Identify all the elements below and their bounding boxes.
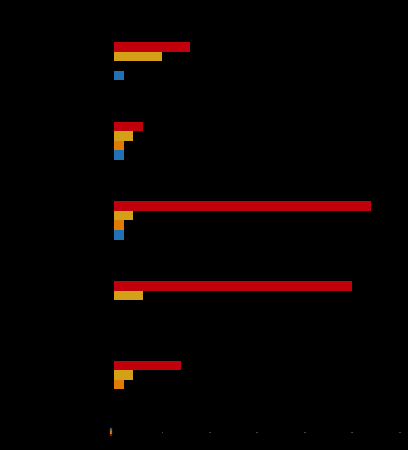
Bar <box>114 150 124 160</box>
Bar <box>114 291 143 300</box>
Bar <box>114 42 191 52</box>
Bar <box>114 220 124 230</box>
Bar <box>114 141 124 150</box>
Bar <box>114 52 162 61</box>
Bar <box>114 202 371 211</box>
Bar <box>114 211 133 220</box>
Bar <box>114 380 124 389</box>
Legend: 1 gold standard, 2 met some criteria, 3 some studies, 4 total experiments: 1 gold standard, 2 met some criteria, 3 … <box>109 428 125 435</box>
Bar <box>114 360 181 370</box>
Bar <box>114 370 133 380</box>
Bar <box>114 71 124 81</box>
Bar <box>114 230 124 239</box>
Bar <box>114 131 133 141</box>
Bar <box>114 281 352 291</box>
Bar <box>114 122 143 131</box>
